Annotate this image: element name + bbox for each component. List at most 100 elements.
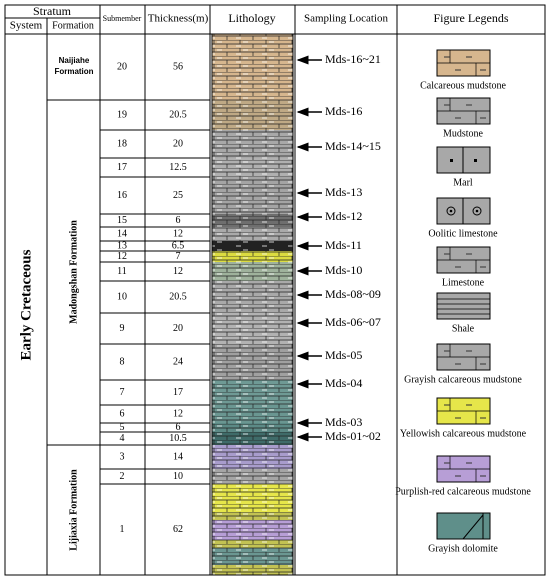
- lithology-pattern: [212, 405, 293, 423]
- thickness: 20.5: [169, 109, 187, 120]
- thickness: 10.5: [169, 433, 187, 444]
- header: Submember: [103, 14, 142, 23]
- legend-label: Yellowish calcareous mudstone: [400, 428, 527, 439]
- submember: 10: [117, 291, 127, 302]
- sample-label: Mds-03: [325, 415, 362, 429]
- legend-label: Limestone: [442, 277, 485, 288]
- lithology-pattern: [212, 158, 293, 177]
- sample-label: Mds-10: [325, 263, 362, 277]
- submember: 20: [117, 61, 127, 72]
- submember: 19: [117, 109, 127, 120]
- submember: 3: [120, 451, 125, 462]
- lithology-pattern: [212, 520, 293, 540]
- sample-label: Mds-13: [325, 185, 362, 199]
- sample-label: Mds-05: [325, 348, 362, 362]
- submember: 9: [120, 323, 125, 334]
- thickness: 20: [173, 323, 183, 334]
- legend-label: Calcareous mudstone: [420, 80, 506, 91]
- submember: 16: [117, 190, 127, 201]
- system-label: Early Cretaceous: [18, 249, 34, 360]
- sample-label: Mds-01~02: [325, 429, 381, 443]
- legend-icon: [475, 209, 479, 213]
- submember: 1: [120, 524, 125, 535]
- lithology-pattern: [212, 344, 293, 380]
- thickness: 14: [173, 451, 183, 462]
- thickness: 20: [173, 138, 183, 149]
- sample-label: Mds-08~09: [325, 287, 381, 301]
- lithology-pattern: [212, 313, 293, 344]
- lithology-pattern: [212, 469, 293, 484]
- sample-label: Mds-06~07: [325, 315, 381, 329]
- thickness: 12.5: [169, 162, 187, 173]
- lithology-pattern: [212, 281, 293, 313]
- legend-icon: [472, 206, 482, 216]
- legend-label: Mudstone: [443, 128, 484, 139]
- lithology-pattern: [212, 262, 293, 281]
- thickness: 10: [173, 471, 183, 482]
- lithology-pattern: [212, 432, 293, 445]
- sample-label: Mds-14~15: [325, 139, 381, 153]
- submember: 11: [117, 266, 127, 277]
- sample-label: Mds-04: [325, 376, 362, 390]
- legend-icon: [450, 159, 453, 162]
- legend-icon: [462, 514, 484, 540]
- sample-label: Mds-16~21: [325, 52, 381, 66]
- submember: 7: [120, 387, 125, 398]
- thickness: 56: [173, 61, 183, 72]
- thickness: 12: [173, 408, 183, 419]
- thickness: 6: [176, 422, 181, 433]
- thickness: 7: [176, 251, 181, 262]
- formation-label: Madongshan Formation: [68, 220, 79, 324]
- submember: 12: [117, 251, 127, 262]
- thickness: 12: [173, 266, 183, 277]
- lithology-pattern: [212, 548, 293, 565]
- sample-label: Mds-12: [325, 209, 362, 223]
- legend-label: Shale: [452, 323, 475, 334]
- thickness: 12: [173, 228, 183, 239]
- legend-label: Purplish-red calcareous mudstone: [395, 486, 531, 497]
- thickness: 17: [173, 387, 183, 398]
- lithology-pattern: [212, 34, 293, 100]
- lithology-pattern: [212, 380, 293, 405]
- header: Thickness(m): [148, 13, 209, 25]
- sample-label: Mds-16: [325, 104, 362, 118]
- submember: 6: [120, 408, 125, 419]
- lithology-pattern: [212, 241, 293, 251]
- submember: 14: [117, 228, 127, 239]
- header: Formation: [52, 20, 94, 31]
- submember: 4: [120, 433, 125, 444]
- submember: 15: [117, 215, 127, 226]
- legend-label: Oolitic limestone: [428, 228, 498, 239]
- formation-label: Lijiaxia Formation: [68, 469, 79, 551]
- formation-label: Naijiahe Formation: [54, 56, 94, 76]
- lithology-frame: [211, 33, 294, 576]
- thickness: 6.5: [172, 240, 185, 251]
- header: System: [10, 20, 43, 32]
- thickness: 25: [173, 190, 183, 201]
- submember: 8: [120, 356, 125, 367]
- submember: 2: [120, 471, 125, 482]
- legend-icon: [474, 159, 477, 162]
- submember: 17: [117, 162, 127, 173]
- lithology-pattern: [212, 214, 293, 227]
- lithology-pattern: [212, 423, 293, 432]
- legend-icon: [446, 206, 456, 216]
- legend-label: Grayish calcareous mudstone: [404, 374, 522, 385]
- lithology-pattern: [212, 177, 293, 214]
- thickness: 24: [173, 356, 183, 367]
- submember: 13: [117, 240, 127, 251]
- lithology-pattern: [212, 484, 293, 512]
- legend-label: Grayish dolomite: [428, 543, 498, 554]
- submember: 5: [120, 422, 125, 433]
- thickness: 20.5: [169, 291, 187, 302]
- lithology-pattern: [212, 445, 293, 469]
- header: Stratum: [33, 4, 72, 18]
- header: Lithology: [228, 11, 275, 25]
- header: Sampling Location: [304, 13, 389, 25]
- legend-icon: [436, 292, 491, 320]
- legend-icon: [436, 512, 491, 540]
- lithology-pattern: [212, 251, 293, 262]
- legend-label: Marl: [453, 177, 473, 188]
